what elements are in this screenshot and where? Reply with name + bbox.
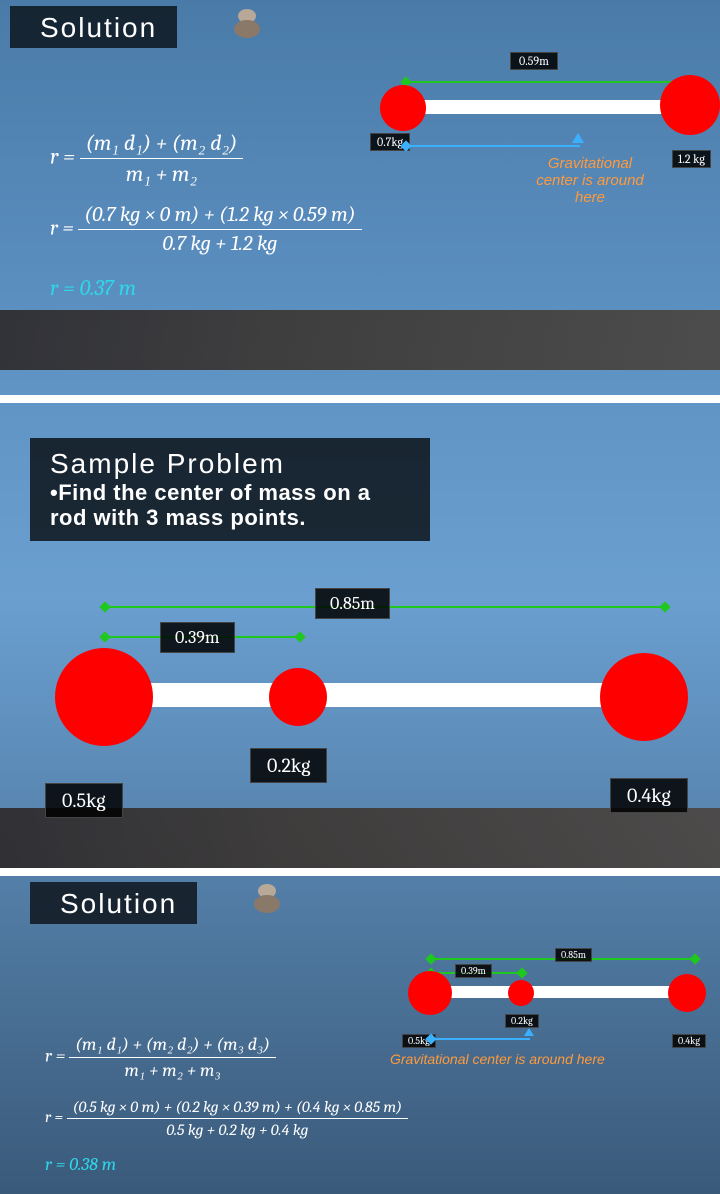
slide-solution-1: Solution 0.59m 0.7kg 1.2 kg Gravitationa… [0, 0, 720, 395]
m2-2-label: 0.2kg [250, 748, 327, 783]
slide-solution-2: Solution 0.85m 0.39m 0.5kg 0.2kg 0.4kg G… [0, 876, 720, 1194]
mass2-label: 1.2 kg [672, 150, 711, 168]
mass-2 [660, 75, 720, 135]
stones-decoration [232, 9, 262, 38]
slide1-diagram: 0.59m 0.7kg 1.2 kg Gravitational center … [370, 55, 705, 215]
slide3-header: Solution [30, 882, 197, 924]
rod [405, 100, 665, 114]
eq-den: m₁ + m₂ [80, 159, 244, 187]
slide-gap-2 [0, 868, 720, 876]
mass-1 [380, 85, 426, 131]
slide3-diagram: 0.85m 0.39m 0.5kg 0.2kg 0.4kg Gravitatio… [400, 946, 710, 1056]
eq-formula: r = (m₁ d₁) + (m₂ d₂) m₁ + m₂ [50, 130, 243, 187]
mass2-1 [55, 648, 153, 746]
eq-r-prefix2: r = [50, 216, 74, 240]
eq-values-num: (0.7 kg × 0 m) + (1.2 kg × 0.59 m) [78, 203, 361, 230]
d1-label: 0.39m [160, 622, 235, 653]
slide2-title: Sample Problem [50, 448, 410, 480]
mass2-3 [600, 653, 688, 741]
s3-d1: 0.39m [455, 964, 492, 978]
s3-m3: 0.4kg [672, 1034, 706, 1048]
distance-label: 0.59m [510, 52, 558, 70]
eq-values: r = (0.7 kg × 0 m) + (1.2 kg × 0.59 m) 0… [50, 203, 362, 256]
stones-decoration-2 [252, 884, 282, 913]
rod2 [110, 683, 660, 707]
s3-d2: 0.85m [555, 948, 592, 962]
center-arrow [572, 133, 584, 143]
distance-line [405, 81, 700, 83]
slide2-header-box: Sample Problem •Find the center of mass … [30, 438, 430, 541]
slide1-title: Solution [40, 12, 157, 44]
slide-sample-problem: Sample Problem •Find the center of mass … [0, 403, 720, 868]
eq-r-prefix: r = [50, 144, 75, 170]
grav-label: Gravitational center is around here [535, 155, 645, 206]
slide2-diagram: 0.85m 0.39m 0.5kg 0.2kg 0.4kg [55, 588, 675, 848]
slide2-prompt: •Find the center of mass on a rod with 3… [50, 480, 410, 531]
s3-grav: Gravitational center is around here [390, 1051, 690, 1067]
slide1-header: Solution [10, 6, 177, 48]
m2-3-label: 0.4kg [610, 778, 688, 813]
mass2-2 [269, 668, 327, 726]
grav-text: Gravitational center is around here [536, 155, 644, 206]
slide3-title: Solution [60, 888, 177, 920]
eq-values-den: 0.7 kg + 1.2 kg [78, 230, 361, 256]
eq-num: (m₁ d₁) + (m₂ d₂) [80, 130, 244, 159]
s3-result: r = 0.38 m [45, 1154, 116, 1175]
s3-m2: 0.2kg [505, 1014, 539, 1028]
s3-formula: r = (m₁ d₁) + (m₂ d₂) + (m₃ d₃) m₁ + m₂ … [45, 1034, 276, 1081]
d2-label: 0.85m [315, 588, 390, 619]
s3-values: r = (0.5 kg × 0 m) + (0.2 kg × 0.39 m) +… [45, 1098, 408, 1139]
center-line [405, 145, 580, 147]
m2-1-label: 0.5kg [45, 783, 123, 818]
slide-gap-1 [0, 395, 720, 403]
eq-result: r = 0.37 m [50, 275, 136, 301]
